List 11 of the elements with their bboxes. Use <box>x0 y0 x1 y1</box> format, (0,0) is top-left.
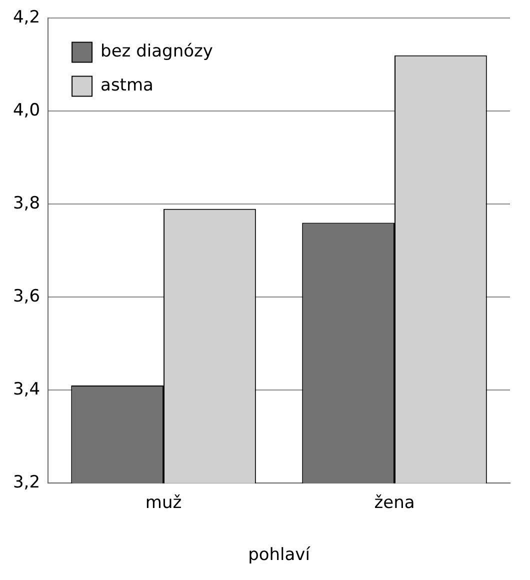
y-tick-label: 3,4 <box>12 380 40 400</box>
legend-label: bez diagnózy <box>100 42 214 62</box>
y-tick-label: 3,2 <box>12 472 40 493</box>
x-tick-label: muž <box>145 492 182 513</box>
x-axis-title: pohlaví <box>248 545 312 566</box>
y-tick-label: 4,0 <box>12 100 40 121</box>
y-tick-label: 3,8 <box>12 194 40 214</box>
x-tick-label: žena <box>374 492 415 513</box>
y-tick-label: 3,6 <box>12 286 40 307</box>
y-tick-label: 4,2 <box>12 8 40 28</box>
legend-label: astma <box>100 76 154 96</box>
